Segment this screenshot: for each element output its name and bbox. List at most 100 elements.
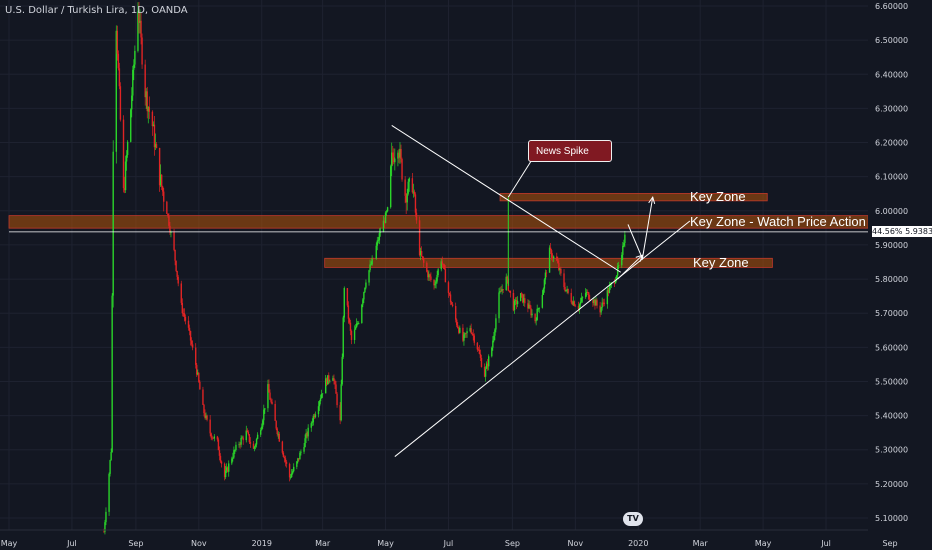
- candle-body: [479, 353, 482, 358]
- candle-body: [358, 323, 360, 324]
- candle-body: [181, 302, 184, 314]
- candle-body: [572, 301, 574, 305]
- candle-body: [570, 292, 572, 303]
- candle-body: [565, 289, 567, 291]
- candle-body: [392, 152, 394, 158]
- time-axis: May Jul Sep Nov 2019 Mar May Jul Sep Nov 2020 Mar Ma…: [0, 529, 898, 548]
- news-spike-pointer: [507, 159, 533, 198]
- candle-body: [151, 111, 154, 127]
- trendlines: [9, 125, 868, 457]
- candle-body: [317, 406, 320, 415]
- candle-body: [326, 378, 328, 385]
- x-tick-label: 2019: [252, 539, 272, 548]
- candle-body: [443, 264, 446, 270]
- candle-body: [159, 174, 162, 186]
- candle-body: [227, 467, 229, 472]
- candle-body: [370, 264, 372, 266]
- candle-body: [372, 258, 374, 259]
- candle-body: [132, 69, 134, 96]
- candle-body: [297, 458, 299, 462]
- candle-body: [523, 298, 525, 303]
- candle-body: [140, 20, 142, 38]
- candle-body: [441, 261, 443, 264]
- candle-body: [108, 473, 110, 512]
- candle-body: [141, 37, 143, 65]
- candle-body: [254, 444, 257, 447]
- y-tick-label: 5.10000: [875, 514, 908, 523]
- tradingview-logo-icon[interactable]: TV: [623, 512, 643, 526]
- candle-body: [571, 302, 573, 305]
- candle-body: [122, 119, 125, 189]
- x-tick-label: May: [755, 539, 772, 548]
- candle-body: [458, 327, 460, 333]
- x-tick-label: Sep: [128, 539, 143, 548]
- candle-body: [491, 347, 493, 357]
- candle-body: [465, 333, 467, 334]
- candle-body: [581, 297, 584, 299]
- candle-body: [123, 188, 126, 191]
- candle-body: [232, 457, 234, 459]
- price-tag-percent: 44.56%: [872, 227, 903, 236]
- candle-body: [534, 313, 536, 322]
- candle-body: [500, 291, 502, 292]
- candle-body: [348, 318, 351, 323]
- candle-body: [429, 274, 431, 277]
- candle-body: [363, 292, 365, 300]
- candle-body: [589, 299, 591, 301]
- candle-body: [437, 269, 439, 276]
- candle-body: [419, 251, 422, 256]
- y-tick-label: 6.50000: [875, 36, 908, 45]
- candle-body: [594, 299, 596, 306]
- candle-body: [599, 305, 601, 313]
- candle-body: [451, 304, 454, 307]
- candle-body: [155, 144, 158, 148]
- candle-body: [311, 422, 313, 424]
- candle-body: [606, 290, 609, 305]
- candle-body: [524, 298, 526, 304]
- key-zone-middle-label: Key Zone - Watch Price Action: [690, 214, 866, 229]
- candle-body: [601, 302, 603, 308]
- candle-body: [303, 447, 305, 452]
- candle-body: [378, 233, 381, 241]
- candle-body: [542, 288, 545, 295]
- candle-body: [281, 441, 284, 453]
- candle-body: [166, 201, 168, 214]
- candle-body: [456, 319, 458, 326]
- candle-body: [130, 109, 132, 142]
- candle-body: [256, 434, 259, 439]
- candle-body: [275, 420, 277, 429]
- candle-body: [394, 158, 396, 163]
- candle-body: [205, 415, 207, 418]
- candle-body: [313, 415, 316, 418]
- candle-body: [433, 279, 435, 286]
- x-tick-label: Jul: [66, 539, 77, 548]
- ascending-trendline: [394, 220, 691, 457]
- candle-body: [457, 325, 459, 328]
- price-axis-bg: [868, 0, 932, 550]
- candle-body: [210, 433, 212, 438]
- candle-body: [558, 263, 560, 270]
- candle-body: [617, 265, 620, 267]
- candle-body: [406, 193, 408, 203]
- x-tick-label: Nov: [568, 539, 584, 548]
- candle-body: [176, 270, 178, 277]
- candle-body: [426, 262, 428, 272]
- candle-body: [472, 333, 474, 336]
- candle-body: [169, 225, 171, 233]
- candle-body: [573, 301, 576, 306]
- candle-body: [182, 313, 185, 314]
- candle-body: [112, 151, 114, 296]
- candle-body: [354, 327, 357, 330]
- candle-body: [231, 458, 233, 464]
- candle-body: [400, 148, 402, 160]
- candle-body: [495, 318, 497, 330]
- candle-body: [288, 463, 291, 478]
- candle-body: [253, 446, 256, 449]
- candle-body: [276, 428, 278, 435]
- candle-body: [375, 245, 377, 259]
- candle-body: [566, 288, 568, 290]
- candle-body: [420, 251, 423, 257]
- candle-body: [596, 300, 598, 306]
- candle-body: [183, 313, 186, 317]
